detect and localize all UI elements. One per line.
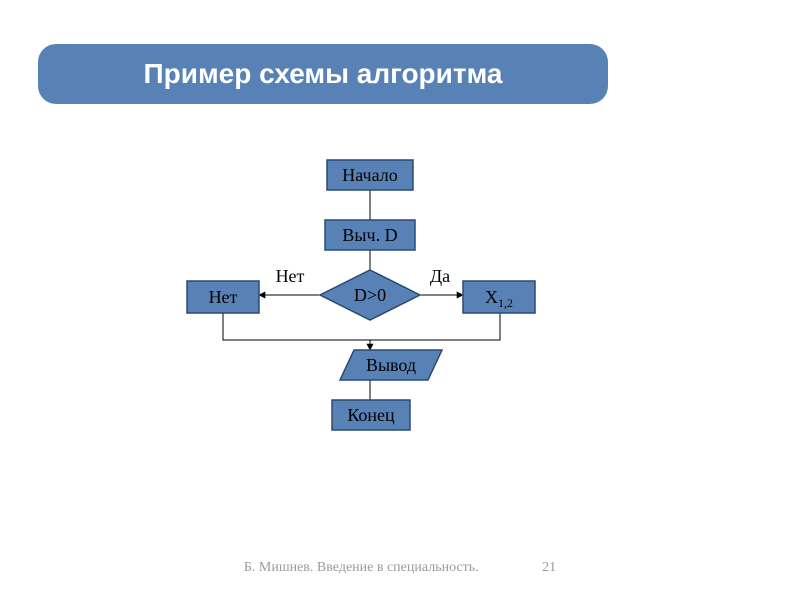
page-number: 21 [542, 560, 556, 576]
edge-label: Да [430, 266, 450, 286]
slide-footer: Б. Мишнев. Введение в специальность. 21 [0, 560, 800, 576]
flowchart-node-label: Вывод [366, 355, 416, 375]
flowchart-node-label: Нет [209, 287, 238, 307]
edge-label: Нет [276, 266, 305, 286]
flowchart-node-label: Выч. D [342, 225, 397, 245]
flowchart-node-label: D>0 [354, 285, 386, 305]
flowchart-node-label: Начало [342, 165, 397, 185]
edge [370, 313, 500, 340]
edge [223, 313, 370, 340]
flowchart-canvas: НачалоВыч. DD>0НетX1,2ВыводКонец НетДа [0, 0, 800, 600]
flowchart-node-label: Конец [347, 405, 395, 425]
footer-text: Б. Мишнев. Введение в специальность. [244, 560, 479, 575]
